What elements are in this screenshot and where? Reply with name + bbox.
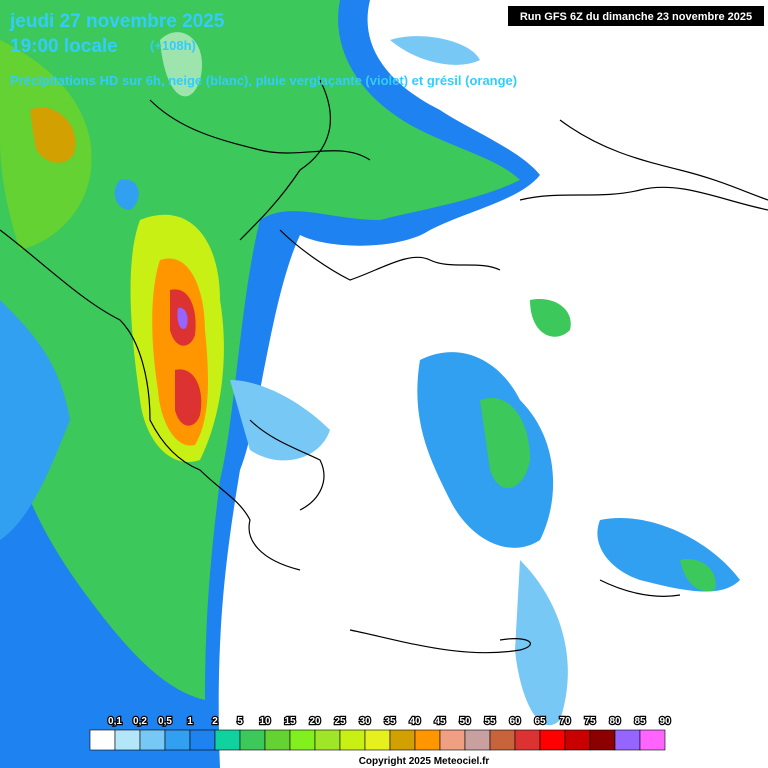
legend-label: 65 bbox=[534, 716, 546, 727]
legend-swatch bbox=[414, 729, 441, 751]
legend-label: 5 bbox=[237, 716, 243, 727]
legend-swatch bbox=[339, 729, 366, 751]
legend-swatch bbox=[514, 729, 541, 751]
legend-label: 70 bbox=[559, 716, 571, 727]
legend-label: 0,5 bbox=[158, 716, 172, 727]
legend-swatch bbox=[639, 729, 666, 751]
lead-label: (+108h) bbox=[150, 38, 196, 53]
legend-swatch bbox=[539, 729, 566, 751]
legend-swatch bbox=[464, 729, 491, 751]
legend-label: 90 bbox=[659, 716, 671, 727]
legend-swatch bbox=[139, 729, 166, 751]
legend-swatch bbox=[189, 729, 216, 751]
legend-label: 15 bbox=[284, 716, 296, 727]
legend-label: 10 bbox=[259, 716, 271, 727]
legend-swatch bbox=[264, 729, 291, 751]
legend-label: 35 bbox=[384, 716, 396, 727]
legend-swatch bbox=[614, 729, 641, 751]
legend-label: 50 bbox=[459, 716, 471, 727]
legend-label: 55 bbox=[484, 716, 496, 727]
legend-swatch bbox=[389, 729, 416, 751]
precipitation-field bbox=[0, 0, 740, 768]
legend-label: 45 bbox=[434, 716, 446, 727]
legend-label: 0,1 bbox=[108, 716, 122, 727]
legend-label: 60 bbox=[509, 716, 521, 727]
date-label: jeudi 27 novembre 2025 bbox=[9, 11, 225, 32]
legend-swatch bbox=[439, 729, 466, 751]
run-box bbox=[508, 6, 764, 26]
coastlines bbox=[0, 79, 768, 654]
legend-label: 30 bbox=[359, 716, 371, 727]
legend-swatch bbox=[214, 729, 241, 751]
legend-label: 80 bbox=[609, 716, 621, 727]
legend-swatch bbox=[114, 729, 141, 751]
legend-label: 75 bbox=[584, 716, 596, 727]
legend-label: 85 bbox=[634, 716, 646, 727]
legend-swatch bbox=[589, 729, 616, 751]
legend-swatch bbox=[239, 729, 266, 751]
legend-swatch bbox=[489, 729, 516, 751]
legend-swatch bbox=[314, 729, 341, 751]
legend-label: 1 bbox=[187, 716, 193, 727]
legend-label: 25 bbox=[334, 716, 346, 727]
legend-swatch bbox=[289, 729, 316, 751]
legend-swatch bbox=[364, 729, 391, 751]
legend: 0,1 0,2 0,5 1 2 5 10 15 20 25 30 35 40 45 50 55 60 65 70 75… bbox=[89, 715, 672, 751]
legend-swatch bbox=[564, 729, 591, 751]
copyright: Copyright 2025 Meteociel.fr bbox=[359, 756, 490, 767]
time-label: 19:00 locale bbox=[10, 36, 118, 57]
legend-label: 2 bbox=[212, 716, 218, 727]
legend-label: 20 bbox=[309, 716, 321, 727]
legend-swatch bbox=[164, 729, 191, 751]
legend-label: 0,2 bbox=[133, 716, 147, 727]
legend-swatch bbox=[89, 729, 116, 751]
run-label: Run GFS 6Z du dimanche 23 novembre 2025 bbox=[520, 11, 752, 23]
subtitle: Précipitations HD sur 6h, neige (blanc),… bbox=[10, 73, 517, 88]
legend-label: 40 bbox=[409, 716, 421, 727]
